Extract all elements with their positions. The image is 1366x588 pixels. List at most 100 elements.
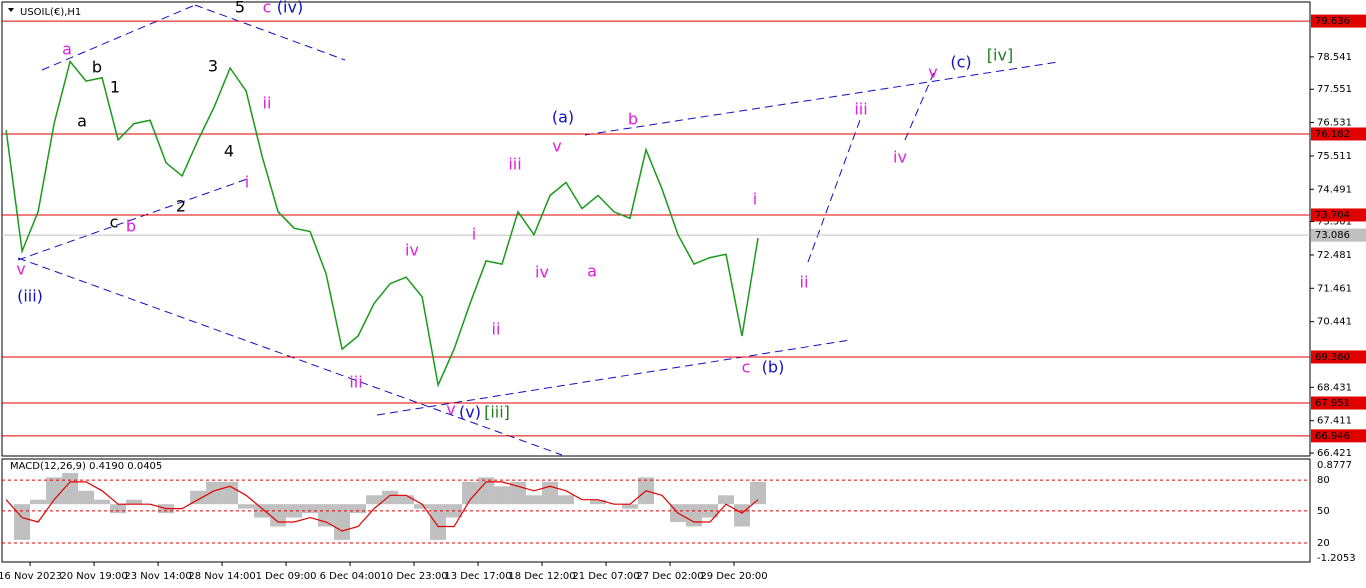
wave-label: [iv] — [987, 46, 1013, 65]
x-tick-label: 28 Nov 14:00 — [188, 571, 255, 582]
y-tick-label: -1.2053 — [1317, 553, 1356, 564]
y-tick-label: 0.8777 — [1317, 460, 1352, 471]
wave-label: v — [928, 63, 937, 82]
wave-label: ii — [800, 273, 809, 292]
macd-bar — [206, 481, 223, 505]
macd-bar — [478, 477, 495, 505]
wave-label: ii — [492, 320, 501, 339]
wave-label: 4 — [224, 142, 234, 161]
macd-bar — [430, 504, 447, 540]
level-box — [1311, 208, 1366, 222]
macd-bar — [350, 504, 367, 514]
macd-bar — [270, 504, 287, 527]
y-tick-label: 68.431 — [1317, 382, 1352, 393]
indicator-title: MACD(12,26,9) 0.4190 0.0405 — [10, 461, 162, 472]
macd-bar — [398, 495, 415, 505]
macd-bar — [558, 495, 575, 505]
wave-label: b — [92, 58, 102, 77]
macd-bar — [382, 490, 399, 505]
macd-bar — [750, 481, 767, 505]
wave-label: iv — [405, 241, 419, 260]
macd-bar — [622, 504, 639, 509]
x-tick-label: 27 Dec 02:00 — [636, 571, 703, 582]
wave-label: (iii) — [17, 287, 43, 306]
wave-label: (v) — [459, 403, 481, 422]
chart-title: USOIL(€),H1 — [20, 7, 81, 18]
x-tick-label: 21 Dec 07:00 — [572, 571, 639, 582]
macd-bar — [110, 504, 127, 514]
wave-label: a — [77, 112, 87, 131]
level-box — [1311, 14, 1366, 28]
y-tick-label: 73.501 — [1317, 217, 1352, 228]
wave-label: ii — [263, 94, 272, 113]
wave-label: (iv) — [277, 0, 303, 17]
level-label: 73.704 — [1315, 210, 1350, 221]
signal-line — [5, 481, 759, 532]
macd-bar — [414, 504, 431, 509]
y-tick-label: 72.481 — [1317, 250, 1352, 261]
y-tick-label: 20 — [1317, 538, 1330, 549]
wave-label: v — [16, 260, 25, 279]
macd-bar — [494, 486, 511, 505]
level-box — [1311, 396, 1366, 410]
wave-label: i — [753, 190, 757, 209]
wave-label: c — [110, 213, 119, 232]
x-tick-label: 18 Dec 12:00 — [508, 571, 575, 582]
wave-label: iii — [854, 100, 867, 119]
macd-bar — [126, 499, 143, 505]
level-label: 69.360 — [1315, 352, 1350, 363]
macd-bar — [30, 499, 47, 505]
x-tick-label: 13 Dec 17:00 — [444, 571, 511, 582]
current-price-label: 73.086 — [1315, 230, 1350, 241]
y-tick-label: 75.511 — [1317, 151, 1352, 162]
level-label: 66.946 — [1315, 431, 1350, 442]
macd-bar — [302, 504, 319, 514]
macd-bar — [734, 504, 751, 527]
macd-bar — [14, 504, 31, 540]
price-line — [5, 59, 759, 388]
x-tick-label: 16 Nov 2023 — [0, 571, 62, 582]
y-tick-label: 50 — [1317, 506, 1330, 517]
x-tick-label: 20 Nov 19:00 — [60, 571, 127, 582]
macd-bar — [686, 504, 703, 527]
macd-bar — [286, 504, 303, 518]
y-tick-label: 80 — [1317, 475, 1330, 486]
macd-bar — [318, 504, 335, 527]
wave-label: (c) — [950, 53, 971, 72]
wave-label: a — [62, 40, 72, 59]
y-tick-label: 76.531 — [1317, 118, 1352, 129]
wave-label: (b) — [762, 358, 785, 377]
y-tick-label: 70.441 — [1317, 317, 1352, 328]
macd-bar — [366, 495, 383, 505]
x-tick-label: 23 Nov 14:00 — [124, 571, 191, 582]
macd-bar — [590, 499, 607, 505]
wave-label: 1 — [110, 78, 120, 97]
macd-bar — [238, 504, 255, 509]
x-tick-label: 10 Dec 23:00 — [380, 571, 447, 582]
macd-bar — [526, 495, 543, 505]
y-tick-label: 74.491 — [1317, 184, 1352, 195]
macd-bar — [190, 490, 207, 505]
macd-bar — [62, 472, 79, 505]
wave-label: 2 — [176, 197, 186, 216]
macd-bar — [542, 481, 559, 505]
y-tick-label: 71.461 — [1317, 283, 1352, 294]
x-tick-label: 6 Dec 04:00 — [320, 571, 381, 582]
macd-bar — [222, 481, 239, 505]
macd-bar — [78, 490, 95, 505]
wave-label: (a) — [552, 108, 574, 127]
wave-label: iii — [349, 373, 362, 392]
macd-bar — [462, 481, 479, 505]
wave-label: iv — [893, 148, 907, 167]
level-box — [1311, 350, 1366, 364]
wave-label: i — [472, 225, 476, 244]
level-label: 67.951 — [1315, 398, 1350, 409]
menu-arrow — [8, 8, 14, 12]
wave-label: v — [446, 400, 455, 419]
wave-label: b — [126, 217, 136, 236]
level-label: 79.636 — [1315, 16, 1350, 27]
level-label: 76.182 — [1315, 129, 1350, 140]
macd-bar — [334, 504, 351, 540]
macd-bar — [94, 499, 111, 505]
y-tick-label: 78.541 — [1317, 52, 1352, 63]
